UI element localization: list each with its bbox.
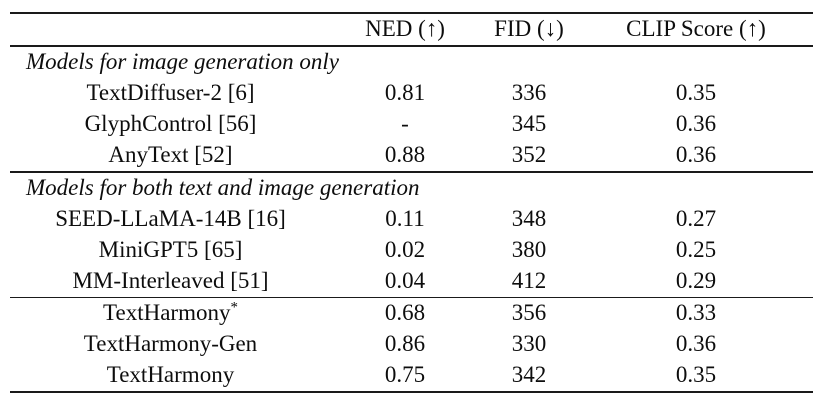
- clip-cell: 0.29: [579, 266, 813, 298]
- section-label: Models for image generation only: [26, 49, 340, 74]
- model-column-header: [10, 13, 331, 47]
- model-cell: AnyText [52]: [10, 140, 331, 173]
- fid-cell: 356: [511, 300, 547, 325]
- fid-cell: 352: [479, 140, 579, 173]
- ned-cell: 0.02: [384, 237, 426, 262]
- fid-cell: 348: [511, 206, 547, 231]
- fid-cell: 336: [511, 80, 547, 105]
- model-cell: TextHarmony*: [10, 298, 331, 330]
- table-row-mm-interleaved: MM-Interleaved [51] 0.04 412 0.29: [10, 266, 813, 298]
- table-row-textharmony: TextHarmony 0.75 342 0.35: [10, 360, 813, 393]
- clip-cell: 0.35: [579, 360, 813, 393]
- clip-cell: 0.36: [579, 140, 813, 173]
- clip-cell: 0.27: [675, 206, 717, 231]
- section-row-text-and-image-generation: Models for both text and image generatio…: [10, 172, 813, 204]
- fid-column-header: FID (↓): [479, 13, 579, 47]
- model-sup-asterisk: *: [230, 299, 238, 316]
- table-header-row: NED (↑) FID (↓) CLIP Score (↑): [10, 13, 813, 47]
- ned-cell: 0.86: [384, 331, 426, 356]
- ned-cell: 0.11: [385, 206, 425, 231]
- table-row-anytext: AnyText [52] 0.88 352 0.36: [10, 140, 813, 173]
- model-cell: TextHarmony-Gen: [83, 331, 258, 356]
- ned-cell: -: [401, 111, 409, 136]
- ned-cell: 0.81: [384, 80, 426, 105]
- section-row-image-generation-only: Models for image generation only: [10, 46, 813, 78]
- model-label: TextHarmony: [103, 300, 231, 325]
- model-cell: MM-Interleaved [51]: [10, 266, 331, 298]
- ned-column-header: NED (↑): [331, 13, 479, 47]
- fid-cell: 412: [479, 266, 579, 298]
- ned-cell: 0.75: [331, 360, 479, 393]
- clip-cell: 0.36: [675, 111, 717, 136]
- fid-cell: 380: [511, 237, 547, 262]
- results-table: NED (↑) FID (↓) CLIP Score (↑) Models fo…: [10, 12, 813, 393]
- clip-cell: 0.36: [675, 331, 717, 356]
- table-row-textharmony-star: TextHarmony* 0.68 356 0.33: [10, 298, 813, 330]
- table-row-textdiffuser2: TextDiffuser-2 [6] 0.81 336 0.35: [10, 78, 813, 109]
- table-row-textharmony-gen: TextHarmony-Gen 0.86 330 0.36: [10, 329, 813, 360]
- ned-cell: 0.04: [331, 266, 479, 298]
- clip-cell: 0.25: [675, 237, 717, 262]
- section-label: Models for both text and image generatio…: [26, 175, 420, 200]
- model-cell: TextHarmony: [10, 360, 331, 393]
- model-cell: TextDiffuser-2 [6]: [86, 80, 255, 105]
- table-row-glyphcontrol: GlyphControl [56] - 345 0.36: [10, 109, 813, 140]
- ned-cell: 0.68: [384, 300, 426, 325]
- model-cell: MiniGPT5 [65]: [98, 237, 243, 262]
- table-row-minigpt5: MiniGPT5 [65] 0.02 380 0.25: [10, 235, 813, 266]
- model-cell: SEED-LLaMA-14B [16]: [55, 206, 286, 231]
- fid-cell: 345: [511, 111, 547, 136]
- fid-cell: 330: [511, 331, 547, 356]
- clip-cell: 0.35: [675, 80, 717, 105]
- table-row-seed-llama: SEED-LLaMA-14B [16] 0.11 348 0.27: [10, 204, 813, 235]
- clip-score-column-header: CLIP Score (↑): [579, 13, 813, 47]
- model-cell: GlyphControl [56]: [84, 111, 257, 136]
- fid-cell: 342: [479, 360, 579, 393]
- clip-cell: 0.33: [675, 300, 717, 325]
- ned-cell: 0.88: [331, 140, 479, 173]
